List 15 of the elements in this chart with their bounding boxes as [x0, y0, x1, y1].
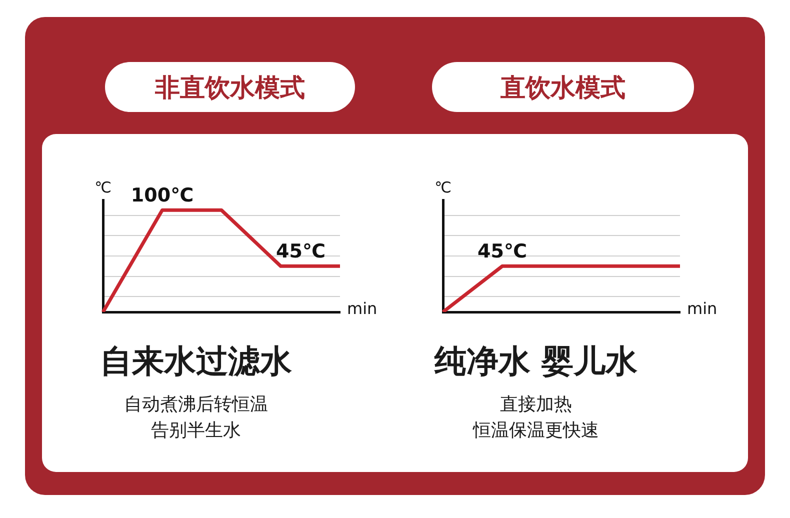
- y-axis-title: ℃: [434, 178, 452, 196]
- x-axis-title: min: [347, 299, 378, 318]
- data-label: 45℃: [478, 240, 527, 263]
- chart-title: 非直饮水模式: [105, 62, 355, 112]
- text: 自来水过滤水: [99, 341, 293, 382]
- text: 自动煮沸后转恒温: [123, 393, 269, 416]
- x-axis-title: min: [687, 299, 718, 318]
- y-axis-title: ℃: [94, 178, 112, 196]
- text: 直接加热: [499, 393, 573, 416]
- text: 纯净水 婴儿水: [433, 341, 639, 382]
- text: 恒温保温更快速: [472, 419, 600, 442]
- chart-title: 直饮水模式: [432, 62, 694, 112]
- text: 告别半生水: [150, 419, 242, 442]
- data-label: 45℃: [276, 240, 326, 263]
- data-label: 100℃: [130, 184, 194, 207]
